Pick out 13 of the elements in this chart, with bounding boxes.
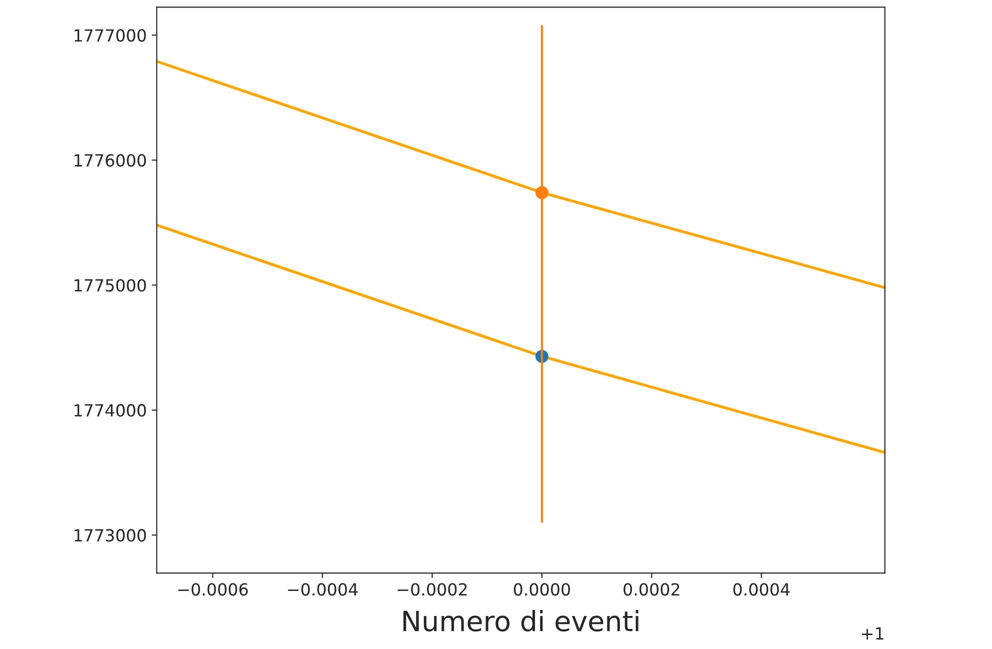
x-tick-label: 0.0002: [624, 583, 680, 596]
y-tick-label: 1777000: [74, 29, 146, 42]
text: +1: [862, 627, 884, 640]
y-tick-label: 1774000: [74, 404, 146, 417]
x-tick-label: −0.0004: [288, 583, 358, 596]
x-tick-label: −0.0006: [178, 583, 248, 596]
y-tick-label: 1773000: [74, 529, 146, 542]
y-tick-label: 1776000: [74, 154, 146, 167]
x-tick-label: 0.0004: [733, 583, 790, 596]
y-tick-label: 1775000: [74, 279, 146, 292]
x-tick-label: 0.0000: [514, 583, 570, 596]
x-axis-title: Numero di eventi: [403, 610, 638, 632]
x-tick-label: −0.0002: [398, 583, 467, 596]
